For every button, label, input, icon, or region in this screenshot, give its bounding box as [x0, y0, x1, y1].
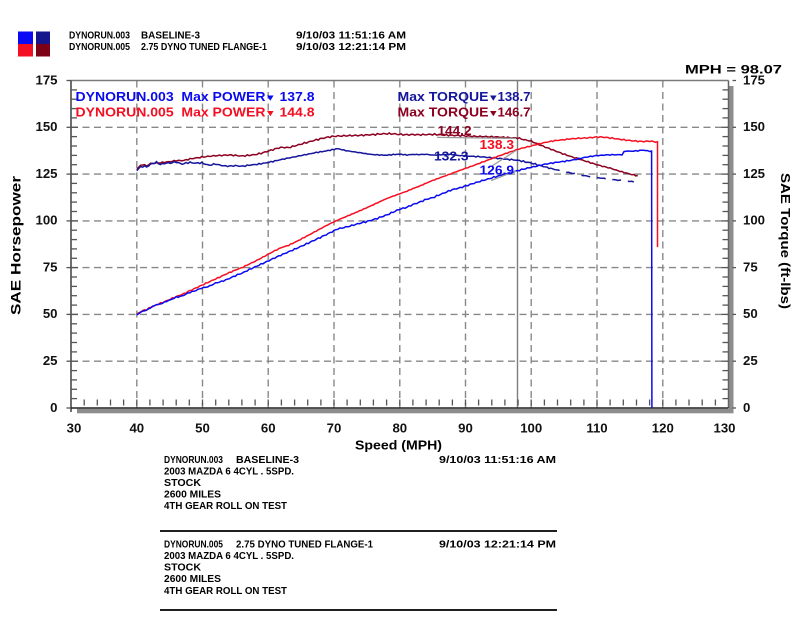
svg-text:175: 175 — [743, 72, 765, 87]
svg-text:50: 50 — [43, 306, 58, 321]
svg-text:125: 125 — [743, 166, 765, 181]
svg-text:75: 75 — [743, 259, 758, 274]
svg-text:STOCK: STOCK — [164, 563, 202, 574]
svg-text:MPH = 98.07: MPH = 98.07 — [685, 63, 782, 77]
svg-text:144.8: 144.8 — [280, 106, 315, 120]
svg-text:BASELINE-3: BASELINE-3 — [236, 455, 299, 466]
svg-text:DYNORUN.003 Max POWER: DYNORUN.003 Max POWER — [76, 90, 266, 104]
svg-text:25: 25 — [743, 353, 758, 368]
svg-text:25: 25 — [43, 353, 58, 368]
svg-text:Speed (MPH): Speed (MPH) — [355, 438, 442, 453]
svg-text:0: 0 — [50, 400, 57, 415]
svg-text:126.9: 126.9 — [480, 164, 515, 178]
svg-text:100: 100 — [35, 213, 57, 228]
svg-text:90: 90 — [458, 421, 473, 436]
svg-text:2600 MILES: 2600 MILES — [164, 574, 221, 585]
svg-text:2003 MAZDA 6 4CYL . 5SPD.: 2003 MAZDA 6 4CYL . 5SPD. — [164, 467, 294, 478]
svg-text:9/10/03 12:21:14 PM: 9/10/03 12:21:14 PM — [296, 41, 406, 53]
svg-text:146.7: 146.7 — [498, 106, 531, 120]
svg-text:175: 175 — [35, 72, 57, 87]
svg-text:144.2: 144.2 — [438, 124, 472, 138]
svg-text:40: 40 — [129, 421, 144, 436]
svg-text:138.3: 138.3 — [480, 138, 515, 152]
svg-text:150: 150 — [743, 119, 765, 134]
svg-text:130: 130 — [713, 421, 735, 436]
svg-text:DYNORUN.005 Max POWER: DYNORUN.005 Max POWER — [76, 106, 266, 120]
svg-text:138.7: 138.7 — [498, 90, 531, 104]
svg-text:DYNORUN.003: DYNORUN.003 — [69, 30, 130, 42]
svg-text:4TH GEAR ROLL ON TEST: 4TH GEAR ROLL ON TEST — [164, 586, 287, 597]
svg-text:30: 30 — [67, 421, 82, 436]
svg-text:Max TORQUE: Max TORQUE — [398, 106, 489, 120]
svg-text:SAE Torque (ft-lbs): SAE Torque (ft-lbs) — [778, 173, 793, 309]
svg-text:DYNORUN.005: DYNORUN.005 — [164, 540, 223, 551]
svg-text:150: 150 — [35, 119, 57, 134]
svg-text:50: 50 — [743, 306, 758, 321]
svg-text:60: 60 — [261, 421, 276, 436]
svg-text:9/10/03 11:51:16 AM: 9/10/03 11:51:16 AM — [296, 30, 406, 42]
svg-text:2600 MILES: 2600 MILES — [164, 490, 221, 501]
svg-text:DYNORUN.005: DYNORUN.005 — [69, 41, 130, 53]
svg-text:SAE Horsepower: SAE Horsepower — [8, 175, 24, 315]
svg-text:Max TORQUE: Max TORQUE — [398, 90, 489, 104]
svg-text:100: 100 — [520, 421, 542, 436]
svg-text:BASELINE-3: BASELINE-3 — [141, 30, 200, 42]
svg-text:9/10/03 11:51:16 AM: 9/10/03 11:51:16 AM — [439, 455, 556, 466]
svg-text:70: 70 — [327, 421, 342, 436]
svg-text:DYNORUN.003: DYNORUN.003 — [164, 455, 223, 466]
svg-text:50: 50 — [195, 421, 210, 436]
svg-text:4TH GEAR ROLL ON TEST: 4TH GEAR ROLL ON TEST — [164, 501, 287, 512]
svg-text:120: 120 — [652, 421, 674, 436]
svg-text:75: 75 — [43, 259, 58, 274]
svg-text:STOCK: STOCK — [164, 478, 202, 489]
svg-text:2.75 DYNO TUNED FLANGE-1: 2.75 DYNO TUNED FLANGE-1 — [141, 41, 267, 53]
svg-text:2003 MAZDA 6 4CYL . 5SPD.: 2003 MAZDA 6 4CYL . 5SPD. — [164, 551, 294, 562]
svg-text:0: 0 — [743, 400, 750, 415]
svg-text:137.8: 137.8 — [280, 90, 315, 104]
svg-text:125: 125 — [35, 166, 57, 181]
svg-text:132.3: 132.3 — [434, 150, 469, 164]
svg-text:9/10/03 12:21:14 PM: 9/10/03 12:21:14 PM — [439, 540, 556, 551]
svg-text:2.75 DYNO TUNED FLANGE-1: 2.75 DYNO TUNED FLANGE-1 — [236, 540, 373, 551]
svg-text:80: 80 — [392, 421, 407, 436]
svg-text:100: 100 — [743, 213, 765, 228]
svg-text:110: 110 — [586, 421, 607, 436]
